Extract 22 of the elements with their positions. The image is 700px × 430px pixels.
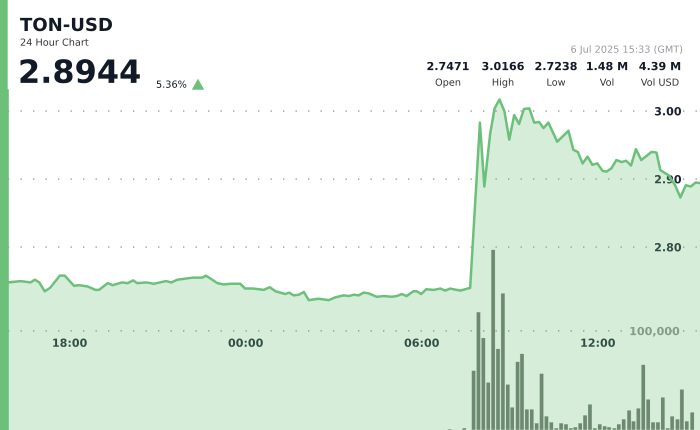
text: 3.0166	[482, 62, 524, 70]
text: 6 Jul 2025 15:33 (GMT)	[571, 45, 682, 55]
y-tick-label: 2.80	[655, 243, 682, 252]
x-tick-label: 12:00	[581, 338, 615, 347]
text: 2.7471	[427, 62, 469, 70]
text: Open	[436, 78, 460, 88]
x-tick-label: 06:00	[404, 338, 439, 347]
y2-tick-label: 100,000	[630, 326, 680, 337]
text: High	[492, 78, 514, 88]
text: 2.7238	[535, 62, 577, 70]
chart-title: TON-USD	[20, 18, 112, 32]
text: 4.39 M	[639, 62, 680, 70]
text: 5.36%	[156, 80, 186, 88]
text: 2.8944	[20, 59, 140, 84]
x-tick-label: 18:00	[53, 338, 87, 347]
x-tick-label: 00:00	[228, 338, 263, 347]
text: Vol USD	[640, 78, 679, 86]
text: 1.48 M	[587, 62, 628, 70]
chart-subtitle: 24 Hour Chart	[20, 38, 88, 46]
y-tick-label: 3.00	[654, 107, 682, 116]
text: Vol	[600, 78, 614, 86]
text: Low	[547, 78, 566, 86]
